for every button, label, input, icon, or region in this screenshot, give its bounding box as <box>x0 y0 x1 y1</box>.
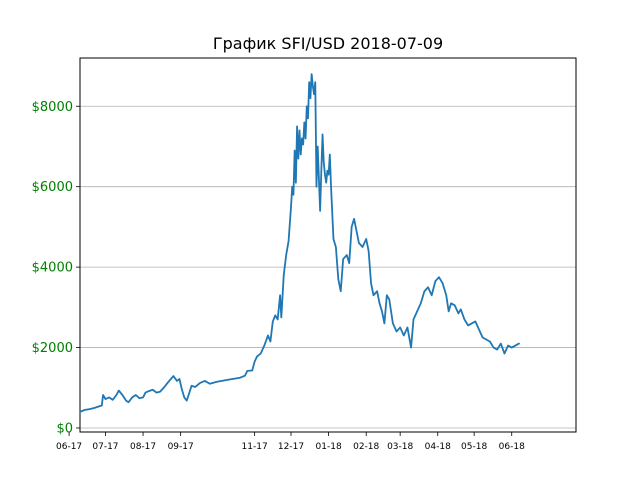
plot-frame <box>79 57 577 433</box>
chart-title: График SFI/USD 2018-07-09 <box>213 34 443 53</box>
xtick-label-7: 02-18 <box>353 442 379 452</box>
ytick-label-3: $6000 <box>32 180 73 195</box>
xtick-label-0: 06-17 <box>56 442 82 452</box>
gridlines <box>80 105 576 429</box>
series-line-0 <box>79 73 520 413</box>
ytick-label-2: $4000 <box>32 261 73 276</box>
xtick-label-10: 05-18 <box>461 442 487 452</box>
xtick-label-5: 12-17 <box>278 442 304 452</box>
xtick-label-8: 03-18 <box>387 442 413 452</box>
xtick-label-6: 01-18 <box>316 442 342 452</box>
xtick-label-2: 08-17 <box>130 442 156 452</box>
xtick-label-4: 11-17 <box>242 442 268 452</box>
xtick-label-3: 09-17 <box>168 442 194 452</box>
series-layer <box>79 73 520 413</box>
y-axis: $0 $2000 $4000 $6000 $8000 <box>32 100 80 436</box>
xtick-label-9: 04-18 <box>425 442 451 452</box>
ytick-label-1: $2000 <box>32 341 73 356</box>
xtick-label-1: 07-17 <box>92 442 118 452</box>
ytick-label-4: $8000 <box>32 100 73 115</box>
x-axis: 06-17 07-17 08-17 09-17 11-17 12-17 01-18 02-18… <box>56 432 525 452</box>
ytick-label-0: $0 <box>56 421 73 436</box>
xtick-label-11: 06-18 <box>499 442 525 452</box>
